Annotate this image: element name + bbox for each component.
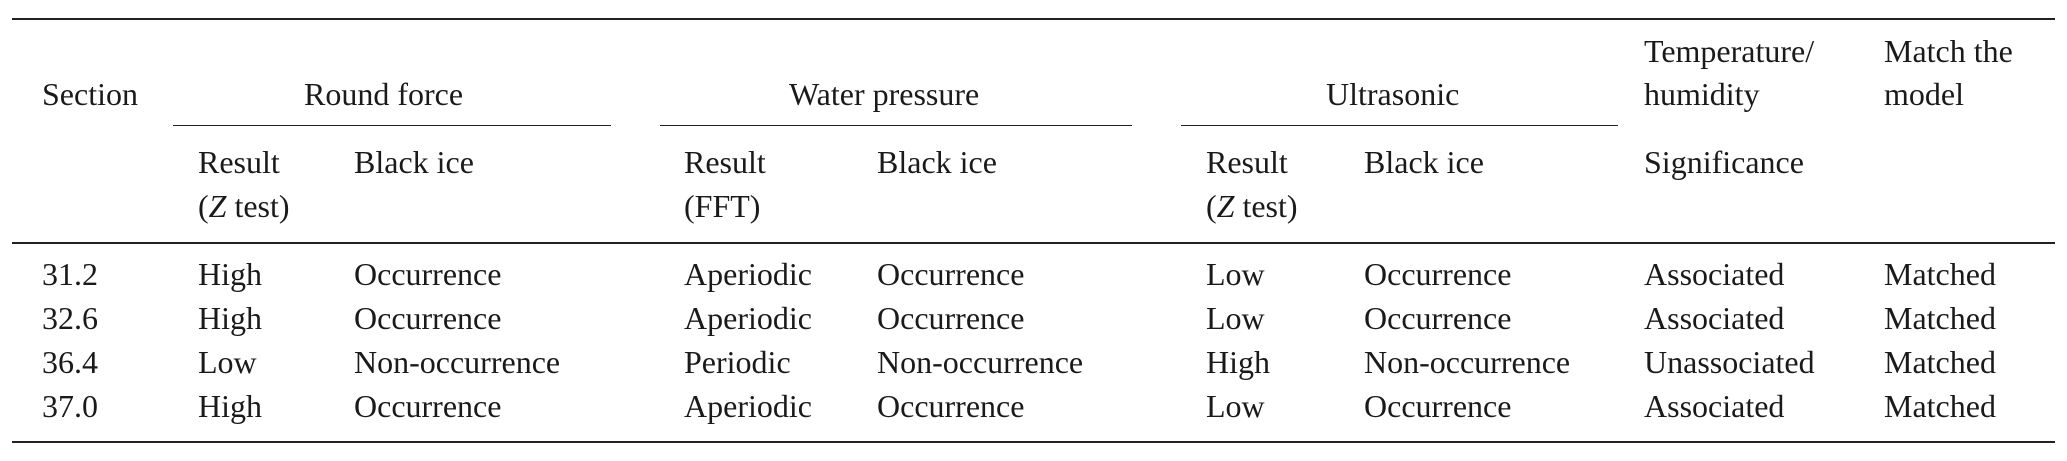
z-variable: Z <box>1216 188 1235 224</box>
subheader-wp-fft: (FFT) <box>684 188 761 224</box>
table-cell: Occurrence <box>877 256 1025 292</box>
header-water-pressure: Water pressure <box>789 76 980 112</box>
table-cell: Low <box>1206 300 1265 336</box>
subheader-rf-z-test: (Z test) <box>198 184 290 228</box>
table-cell: Occurrence <box>1364 388 1512 424</box>
table-cell: Matched <box>1884 300 1996 336</box>
table-cell: Occurrence <box>354 300 502 336</box>
table-cell: Associated <box>1644 256 1785 292</box>
table-cell: 37.0 <box>42 388 98 424</box>
table-cell: 36.4 <box>42 344 98 380</box>
table-cell: Associated <box>1644 300 1785 336</box>
top-rule <box>12 18 2055 20</box>
table-cell: High <box>1206 344 1270 380</box>
z-open: ( <box>1206 188 1217 224</box>
table-cell: Matched <box>1884 344 1996 380</box>
table-cell: High <box>198 300 262 336</box>
header-temperature-line1: Temperature/ <box>1644 33 1815 69</box>
table-cell: Aperiodic <box>684 388 812 424</box>
header-match-line1: Match the <box>1884 33 2013 69</box>
header-round-force: Round force <box>304 76 464 112</box>
header-temperature-line2: humidity <box>1644 76 1760 112</box>
subheader-wp-black-ice: Black ice <box>877 144 997 180</box>
ultrasonic-underline <box>1181 125 1618 126</box>
table-cell: 31.2 <box>42 256 98 292</box>
subheader-significance: Significance <box>1644 144 1804 180</box>
bottom-rule <box>12 441 2055 443</box>
table-cell: High <box>198 388 262 424</box>
header-bottom-rule <box>12 242 2055 244</box>
subheader-wp-result: Result <box>684 144 766 180</box>
table-cell: Occurrence <box>354 388 502 424</box>
table-cell: Periodic <box>684 344 791 380</box>
z-variable: Z <box>208 188 227 224</box>
z-open: ( <box>198 188 209 224</box>
header-section: Section <box>42 76 138 112</box>
table-cell: Occurrence <box>354 256 502 292</box>
table-cell: Aperiodic <box>684 256 812 292</box>
table-cell: Matched <box>1884 256 1996 292</box>
z-close: test) <box>226 188 290 224</box>
subheader-us-result: Result <box>1206 144 1288 180</box>
table-cell: Non-occurrence <box>877 344 1084 380</box>
header-ultrasonic: Ultrasonic <box>1326 76 1460 112</box>
water-pressure-underline <box>660 125 1132 126</box>
subheader-us-z-test: (Z test) <box>1206 184 1298 228</box>
subheader-rf-black-ice: Black ice <box>354 144 474 180</box>
table-cell: Unassociated <box>1644 344 1815 380</box>
table-cell: Low <box>198 344 257 380</box>
header-match-line2: model <box>1884 76 1964 112</box>
table-cell: Low <box>1206 256 1265 292</box>
table-cell: Occurrence <box>1364 300 1512 336</box>
round-force-underline <box>173 125 611 126</box>
table-cell: Low <box>1206 388 1265 424</box>
table-cell: 32.6 <box>42 300 98 336</box>
table-cell: Occurrence <box>877 388 1025 424</box>
table-cell: Non-occurrence <box>1364 344 1571 380</box>
table-cell: Associated <box>1644 388 1785 424</box>
table-cell: Non-occurrence <box>354 344 561 380</box>
subheader-us-black-ice: Black ice <box>1364 144 1484 180</box>
table-cell: Matched <box>1884 388 1996 424</box>
z-close: test) <box>1234 188 1298 224</box>
table-cell: Occurrence <box>877 300 1025 336</box>
subheader-rf-result: Result <box>198 144 280 180</box>
table-cell: Occurrence <box>1364 256 1512 292</box>
table-cell: High <box>198 256 262 292</box>
table-cell: Aperiodic <box>684 300 812 336</box>
